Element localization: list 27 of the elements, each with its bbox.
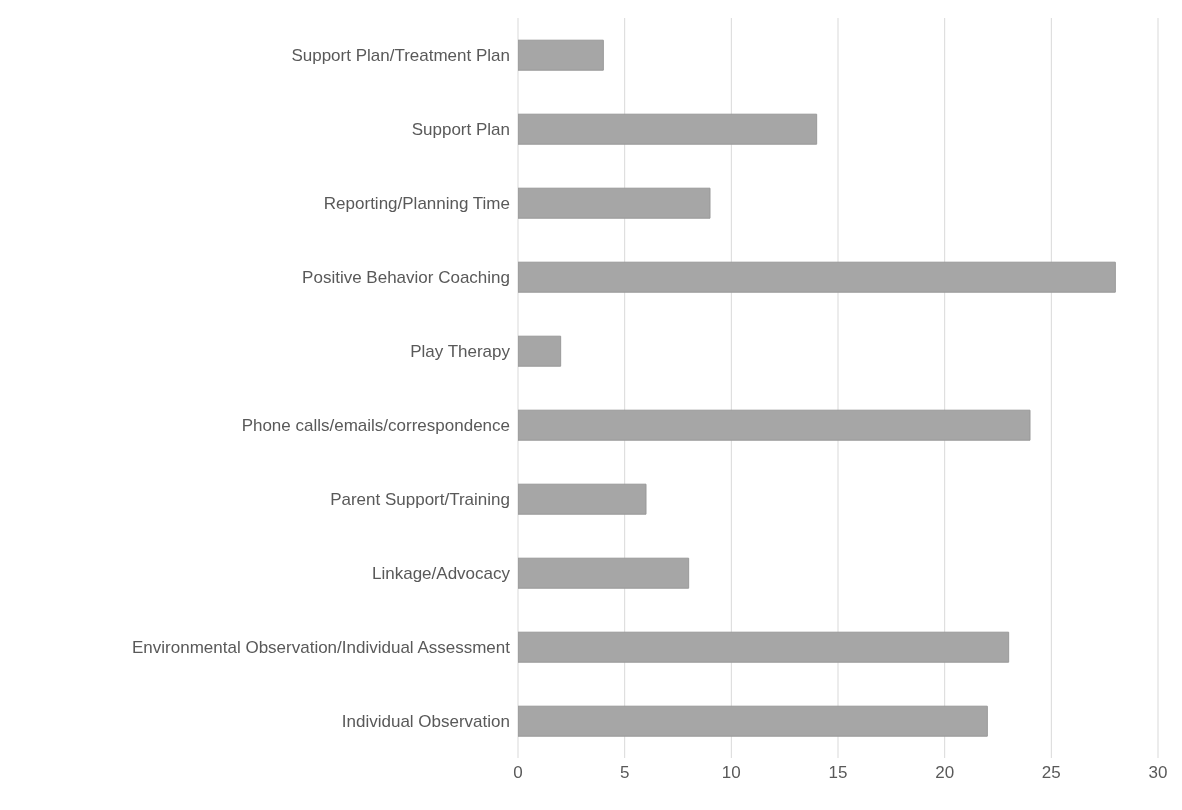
- bar: [518, 261, 1116, 293]
- x-tick-label: 0: [513, 763, 523, 783]
- x-tick-label: 20: [935, 763, 955, 783]
- y-tick-label: Phone calls/emails/correspondence: [241, 416, 510, 436]
- bar: [518, 483, 647, 515]
- bar: [518, 335, 562, 367]
- x-tick-label: 10: [721, 763, 741, 783]
- x-tick-label: 15: [828, 763, 848, 783]
- bar: [518, 113, 818, 145]
- bar: [518, 187, 711, 219]
- y-tick-label: Individual Observation: [341, 712, 510, 732]
- bar: [518, 631, 1010, 663]
- y-tick-label: Environmental Observation/Individual Assessment: [132, 638, 511, 658]
- bar: [518, 705, 988, 737]
- y-tick-label: Reporting/Planning Time: [323, 194, 510, 214]
- x-tick-label: 30: [1148, 763, 1168, 783]
- y-tick-label: Play Therapy: [410, 342, 511, 362]
- bar: [518, 39, 604, 71]
- x-tick-label: 5: [619, 763, 630, 783]
- y-tick-label: Positive Behavior Coaching: [302, 268, 510, 288]
- y-tick-label: Parent Support/Training: [330, 490, 510, 510]
- y-tick-label: Support Plan: [411, 120, 510, 140]
- bar: [518, 557, 690, 589]
- y-tick-label: Linkage/Advocacy: [372, 564, 511, 584]
- bar: [518, 409, 1031, 441]
- x-tick-label: 25: [1041, 763, 1061, 783]
- y-tick-label: Support Plan/Treatment Plan: [291, 46, 510, 66]
